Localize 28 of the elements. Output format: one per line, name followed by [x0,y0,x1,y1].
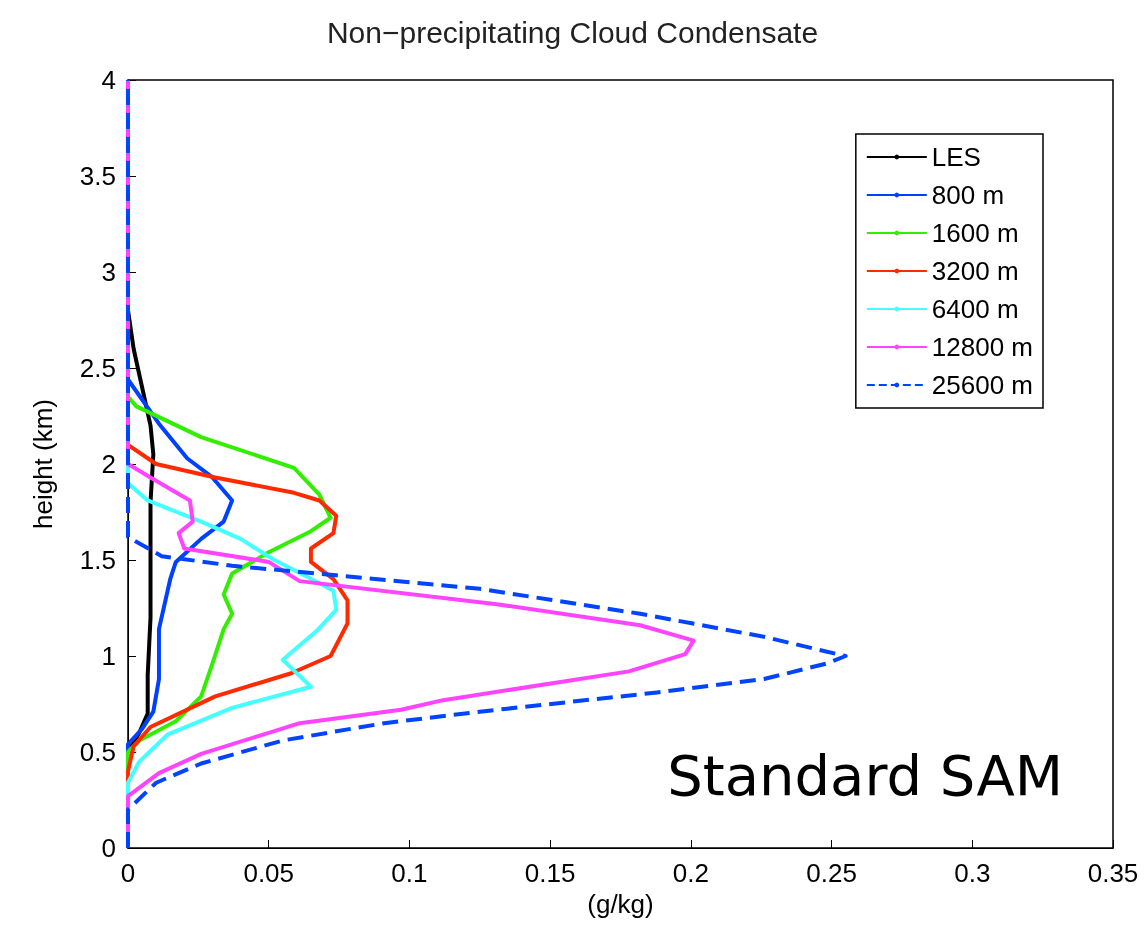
y-tick-label: 4 [101,65,116,95]
x-tick-label: 0.35 [1087,858,1139,888]
x-tick-label: 0.3 [954,858,991,888]
legend-label: 25600 m [931,370,1034,400]
x-tick-label: 0.15 [524,858,576,888]
legend-label: 1600 m [931,218,1019,248]
legend-label: LES [931,142,981,172]
x-tick-label: 0 [120,858,136,888]
y-tick-label: 0 [101,833,116,863]
y-tick-label: 1.5 [79,545,116,575]
annotation: Standard SAM [667,742,1064,808]
y-tick-label: 0.5 [79,737,116,767]
x-tick-label: 0.25 [806,858,857,888]
x-tick-label: 0.1 [391,858,428,888]
legend-label: 800 m [931,180,1005,210]
y-tick-label: 2.5 [79,353,116,383]
x-tick-label: 0.05 [243,858,295,888]
y-tick-label: 3 [101,257,116,287]
legend-label: 12800 m [931,332,1034,362]
y-tick-label: 3.5 [79,161,116,191]
y-axis-title: height (km) [28,398,58,530]
y-tick-label: 2 [101,449,116,479]
chart-title: Non−precipitating Cloud Condensate [326,15,819,49]
x-axis-title: (g/kg) [587,888,654,919]
y-tick-label: 1 [101,641,116,671]
x-tick-label: 0.2 [672,858,709,888]
legend-label: 6400 m [931,294,1019,324]
legend-label: 3200 m [931,256,1019,286]
